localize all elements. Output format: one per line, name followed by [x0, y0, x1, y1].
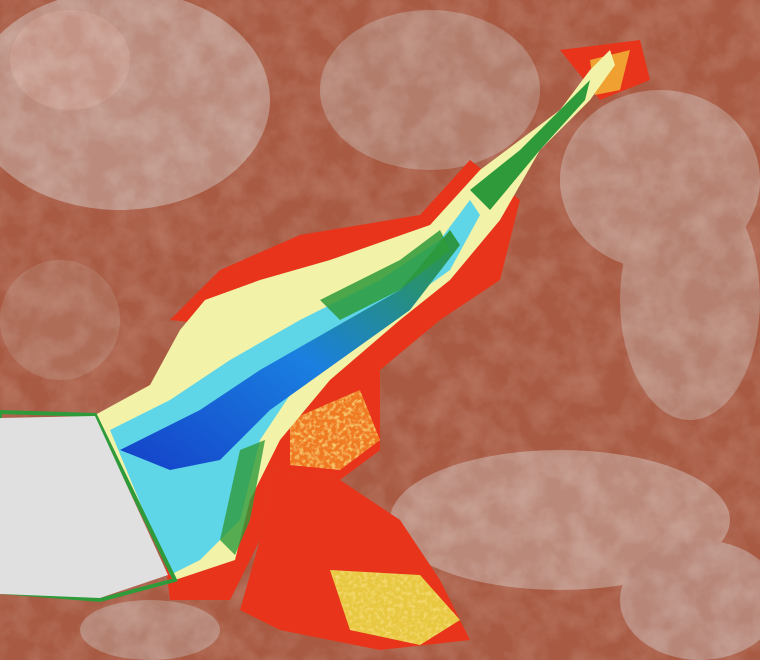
nodata-area [0, 416, 168, 598]
estuary [0, 50, 615, 603]
